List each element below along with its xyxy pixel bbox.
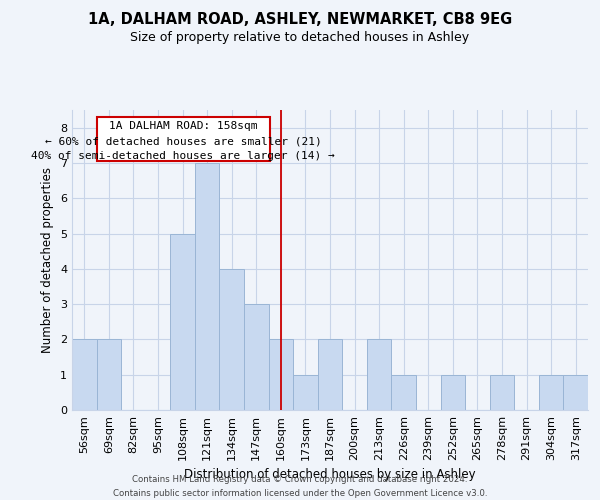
Bar	[367, 340, 391, 410]
Bar	[244, 304, 269, 410]
X-axis label: Distribution of detached houses by size in Ashley: Distribution of detached houses by size …	[184, 468, 476, 481]
Bar	[170, 234, 195, 410]
FancyBboxPatch shape	[97, 117, 270, 161]
Text: Contains HM Land Registry data © Crown copyright and database right 2024.
Contai: Contains HM Land Registry data © Crown c…	[113, 476, 487, 498]
Text: 1A, DALHAM ROAD, ASHLEY, NEWMARKET, CB8 9EG: 1A, DALHAM ROAD, ASHLEY, NEWMARKET, CB8 …	[88, 12, 512, 28]
Bar	[563, 374, 588, 410]
Text: 40% of semi-detached houses are larger (14) →: 40% of semi-detached houses are larger (…	[31, 150, 335, 160]
Y-axis label: Number of detached properties: Number of detached properties	[41, 167, 55, 353]
Bar	[195, 163, 220, 410]
Bar	[293, 374, 318, 410]
Bar	[220, 269, 244, 410]
Bar	[539, 374, 563, 410]
Bar	[440, 374, 465, 410]
Text: 1A DALHAM ROAD: 158sqm: 1A DALHAM ROAD: 158sqm	[109, 122, 257, 132]
Bar	[72, 340, 97, 410]
Bar	[391, 374, 416, 410]
Bar	[97, 340, 121, 410]
Bar	[490, 374, 514, 410]
Text: ← 60% of detached houses are smaller (21): ← 60% of detached houses are smaller (21…	[45, 136, 322, 146]
Bar	[318, 340, 342, 410]
Bar	[269, 340, 293, 410]
Text: Size of property relative to detached houses in Ashley: Size of property relative to detached ho…	[130, 31, 470, 44]
